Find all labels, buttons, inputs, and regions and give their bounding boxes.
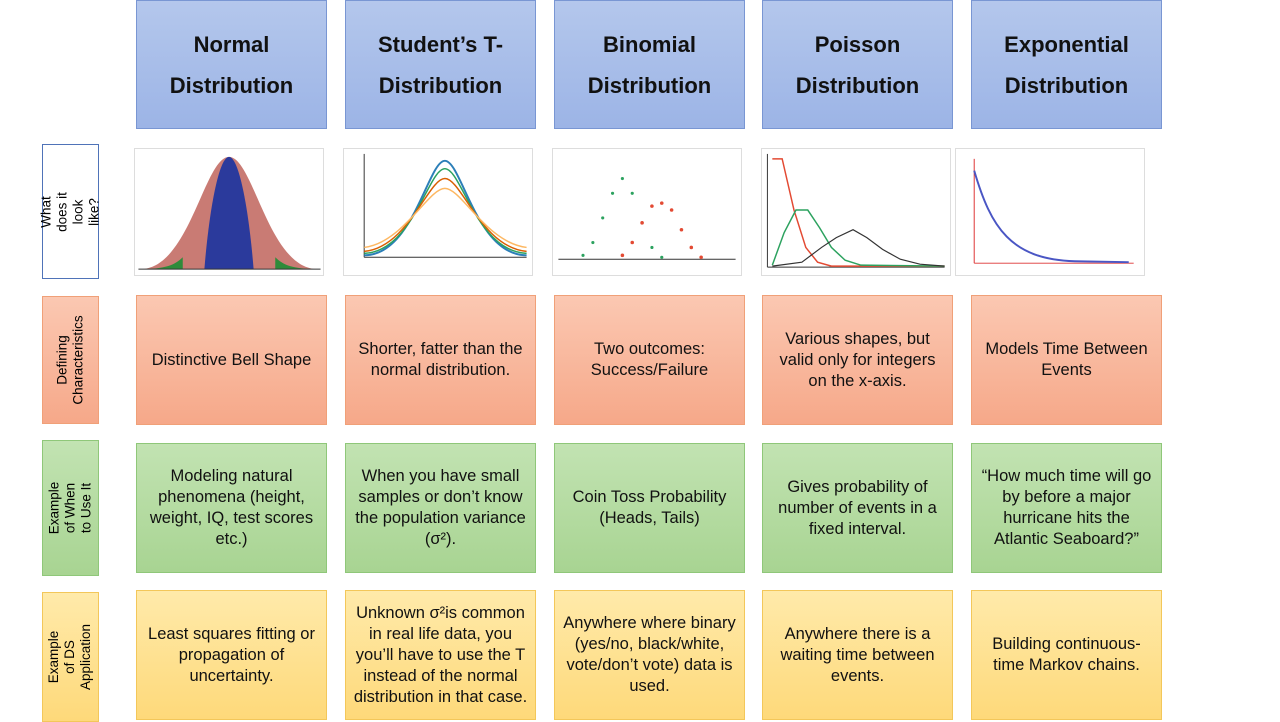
characteristics-cell: Various shapes, but valid only for integ…: [762, 295, 953, 425]
header-line: Distribution: [795, 72, 920, 98]
cell-text: “How much time will go by before a major…: [981, 467, 1152, 548]
cell-text: Unknown σ²is common in real life data, y…: [353, 603, 528, 706]
example-cell: Modeling natural phenomena (height, weig…: [136, 443, 327, 573]
column-header: Exponential Distribution: [971, 0, 1162, 129]
normal-plot: [134, 148, 324, 276]
header-line: Distribution: [1004, 72, 1129, 98]
header-line: Normal: [193, 31, 270, 57]
application-cell: Least squares fitting or propagation of …: [136, 590, 327, 720]
header-line: Binomial: [603, 31, 696, 57]
characteristics-cell: Shorter, fatter than the normal distribu…: [345, 295, 536, 425]
cell-text: Building continuous-time Markov chains.: [992, 635, 1141, 674]
t-plot: [343, 148, 533, 276]
binomial-plot: [552, 148, 742, 276]
cell-text: Two outcomes: Success/Failure: [590, 340, 709, 379]
header-line: Distribution: [169, 72, 294, 98]
header-line: Poisson: [814, 31, 901, 57]
cell-text: Distinctive Bell Shape: [151, 350, 312, 369]
cell-text: Coin Toss Probability (Heads, Tails): [572, 488, 727, 527]
column-header: Poisson Distribution: [762, 0, 953, 129]
example-cell: When you have small samples or don’t kno…: [345, 443, 536, 573]
characteristics-cell: Distinctive Bell Shape: [136, 295, 327, 425]
row-label: Example of DS Application: [42, 592, 99, 722]
row-label-text: Example of When to Use It: [46, 481, 94, 535]
example-cell: “How much time will go by before a major…: [971, 443, 1162, 573]
column-header: Student’s T- Distribution: [345, 0, 536, 129]
cell-text: Models Time Between Events: [985, 340, 1148, 379]
application-cell: Anywhere there is a waiting time between…: [762, 590, 953, 720]
cell-text: Modeling natural phenomena (height, weig…: [149, 467, 314, 548]
column-header: Normal Distribution: [136, 0, 327, 129]
characteristics-cell: Models Time Between Events: [971, 295, 1162, 425]
exponential-plot: [955, 148, 1145, 276]
cell-text: When you have small samples or don’t kno…: [355, 467, 526, 548]
cell-text: Least squares fitting or propagation of …: [148, 624, 315, 685]
application-cell: Anywhere where binary (yes/no, black/whi…: [554, 590, 745, 720]
row-label-text: Example of DS Application: [46, 623, 94, 691]
header-line: Exponential: [1004, 31, 1129, 57]
cell-text: Anywhere there is a waiting time between…: [780, 624, 935, 685]
cell-text: Anywhere where binary (yes/no, black/whi…: [563, 614, 736, 695]
row-label: What does it look like?: [39, 144, 102, 279]
row-label: Defining Characteristics: [42, 296, 99, 424]
row-label-text: Defining Characteristics: [54, 315, 86, 405]
header-line: Student’s T-: [377, 31, 504, 57]
row-label: Example of When to Use It: [42, 440, 99, 576]
characteristics-cell: Two outcomes: Success/Failure: [554, 295, 745, 425]
cell-text: Gives probability of number of events in…: [778, 477, 937, 538]
cell-text: Shorter, fatter than the normal distribu…: [358, 340, 523, 379]
application-cell: Building continuous-time Markov chains.: [971, 590, 1162, 720]
header-line: Distribution: [587, 72, 712, 98]
row-label-text: What does it look like?: [38, 191, 102, 232]
application-cell: Unknown σ²is common in real life data, y…: [345, 590, 536, 720]
example-cell: Gives probability of number of events in…: [762, 443, 953, 573]
header-line: Distribution: [378, 72, 503, 98]
cell-text: Various shapes, but valid only for integ…: [779, 329, 936, 390]
example-cell: Coin Toss Probability (Heads, Tails): [554, 443, 745, 573]
column-header: Binomial Distribution: [554, 0, 745, 129]
poisson-plot: [761, 148, 951, 276]
